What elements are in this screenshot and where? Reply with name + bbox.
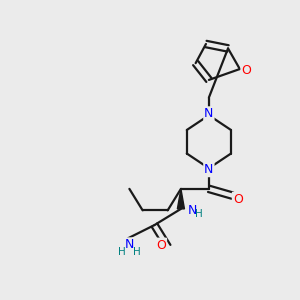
Text: H: H bbox=[195, 209, 203, 219]
Polygon shape bbox=[177, 189, 184, 209]
Text: N: N bbox=[204, 107, 214, 120]
Text: O: O bbox=[233, 193, 243, 206]
Text: N: N bbox=[125, 238, 134, 251]
Text: H: H bbox=[134, 247, 141, 256]
Text: H: H bbox=[118, 247, 125, 256]
Text: N: N bbox=[204, 163, 214, 176]
Text: N: N bbox=[188, 204, 197, 217]
Text: O: O bbox=[241, 64, 251, 77]
Text: O: O bbox=[156, 238, 166, 252]
